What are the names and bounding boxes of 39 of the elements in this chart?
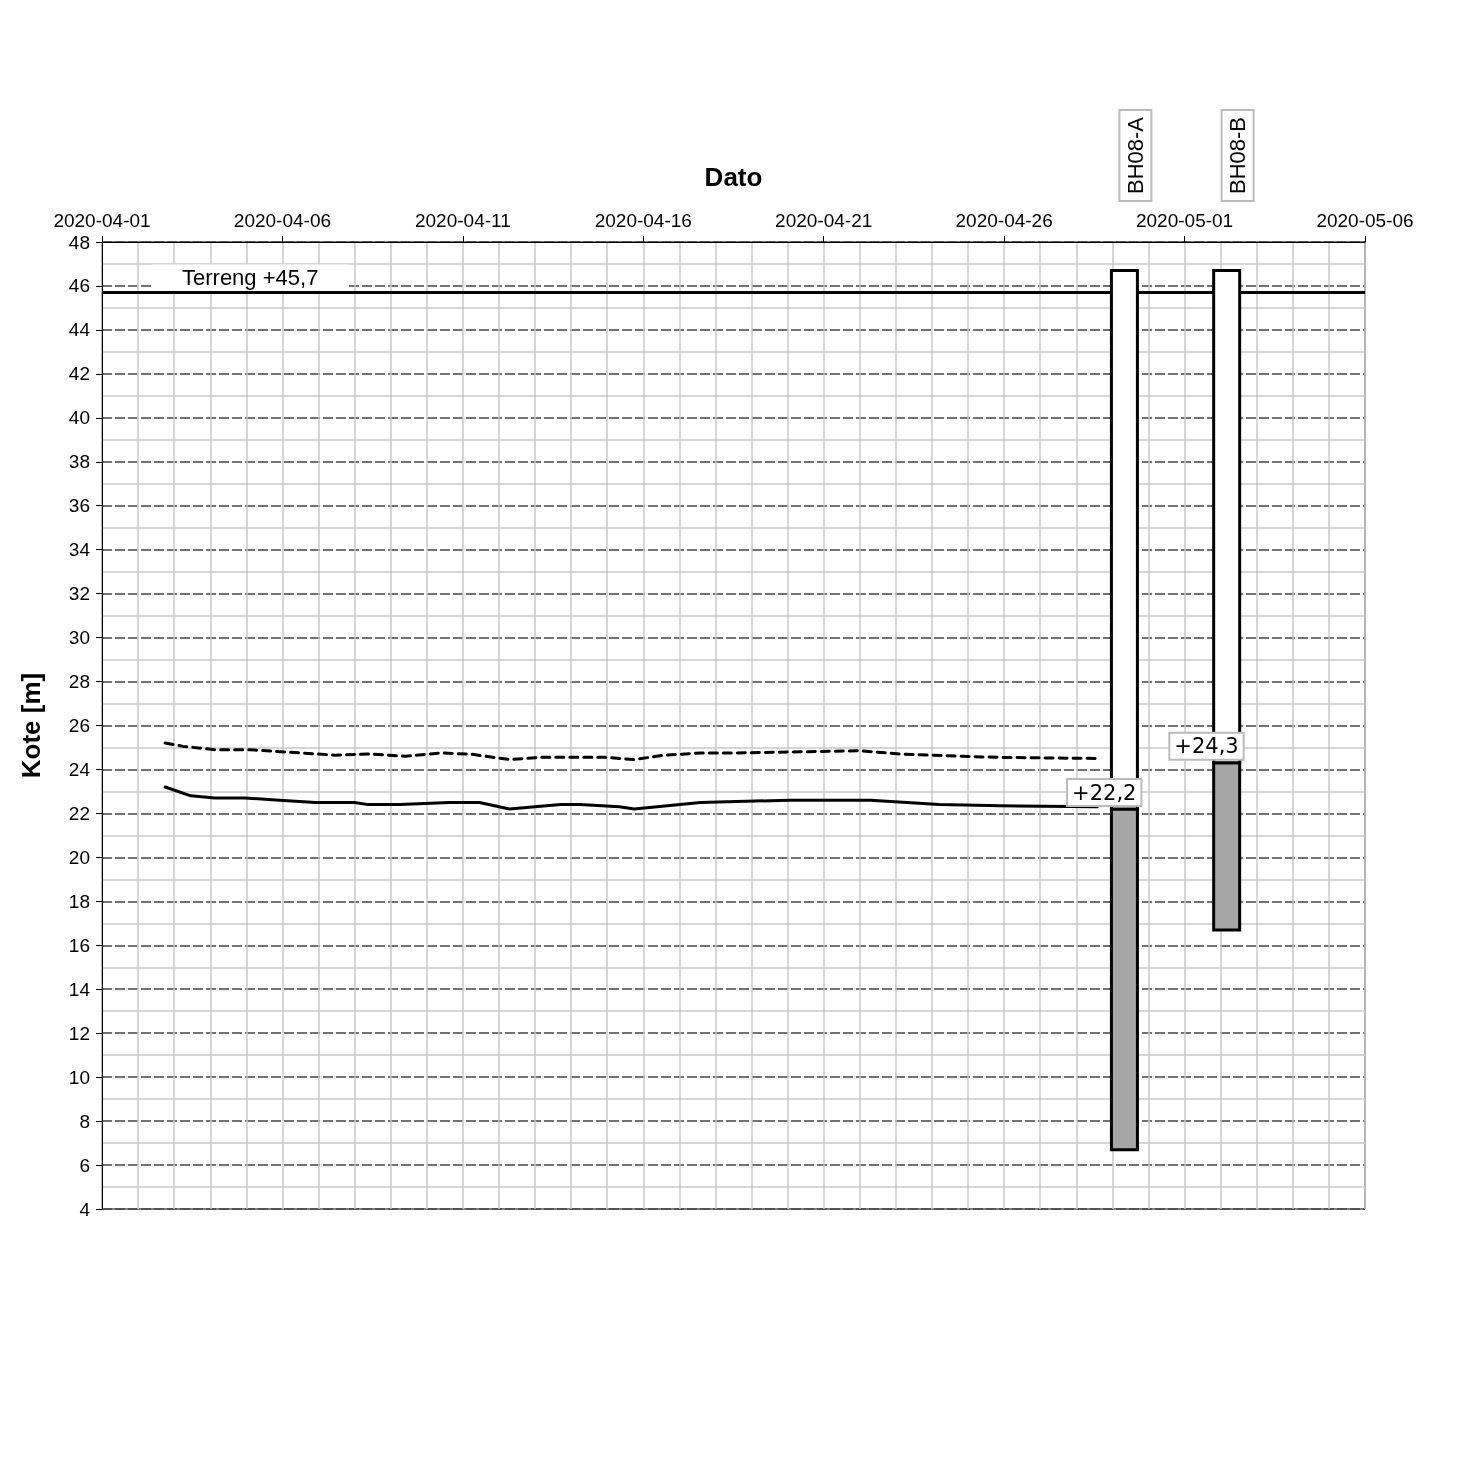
y-tick-label: 44 [68, 319, 91, 341]
y-tick-label: 38 [68, 451, 90, 473]
ref-line-label: Terreng +45,7 [182, 265, 319, 291]
y-tick-label: 30 [68, 627, 90, 649]
x-tick-label: 2020-04-26 [955, 210, 1053, 231]
y-tick-label: 10 [68, 1066, 90, 1088]
y-tick-label: 20 [68, 846, 90, 868]
y-tick-label: 32 [68, 583, 90, 605]
y-tick-label: 46 [68, 275, 90, 297]
y-tick-label: 26 [68, 715, 90, 736]
x-tick-label: 2020-05-01 [1135, 210, 1234, 231]
data-label: +22,2 [1072, 780, 1137, 805]
x-tick-label: 2020-05-06 [1316, 210, 1414, 231]
x-axis-title: Dato [704, 162, 763, 192]
y-tick-label: 14 [68, 978, 91, 1000]
x-tick-label: 2020-04-06 [233, 210, 332, 231]
y-tick-label: 42 [68, 363, 90, 385]
y-tick-label: 22 [68, 802, 90, 824]
x-tick-label: 2020-04-01 [53, 210, 151, 231]
x-tick-label: 2020-04-21 [775, 210, 873, 231]
x-tick-label: 2020-04-16 [594, 210, 692, 231]
line-series [163, 741, 1099, 762]
text: BH08-A [1122, 116, 1148, 194]
y-axis-title: Kote [m] [16, 672, 46, 779]
y-tick-label: 34 [68, 539, 91, 561]
y-tick-label: 8 [79, 1110, 90, 1132]
y-tick-label: 6 [79, 1154, 90, 1176]
y-tick-label: 4 [79, 1198, 91, 1220]
data-label: +24,3 [1174, 734, 1239, 759]
x-tick-label: 2020-04-11 [414, 210, 511, 231]
y-tick-label: 36 [68, 495, 90, 517]
y-tick-label: 16 [68, 934, 90, 956]
text: BH08-B [1225, 116, 1251, 194]
y-tick-label: 18 [68, 890, 90, 912]
y-tick-label: 28 [68, 671, 90, 693]
y-tick-label: 12 [68, 1022, 90, 1044]
y-tick-label: 48 [68, 231, 90, 253]
y-tick-label: 40 [68, 407, 90, 429]
y-tick-label: 24 [68, 758, 91, 780]
